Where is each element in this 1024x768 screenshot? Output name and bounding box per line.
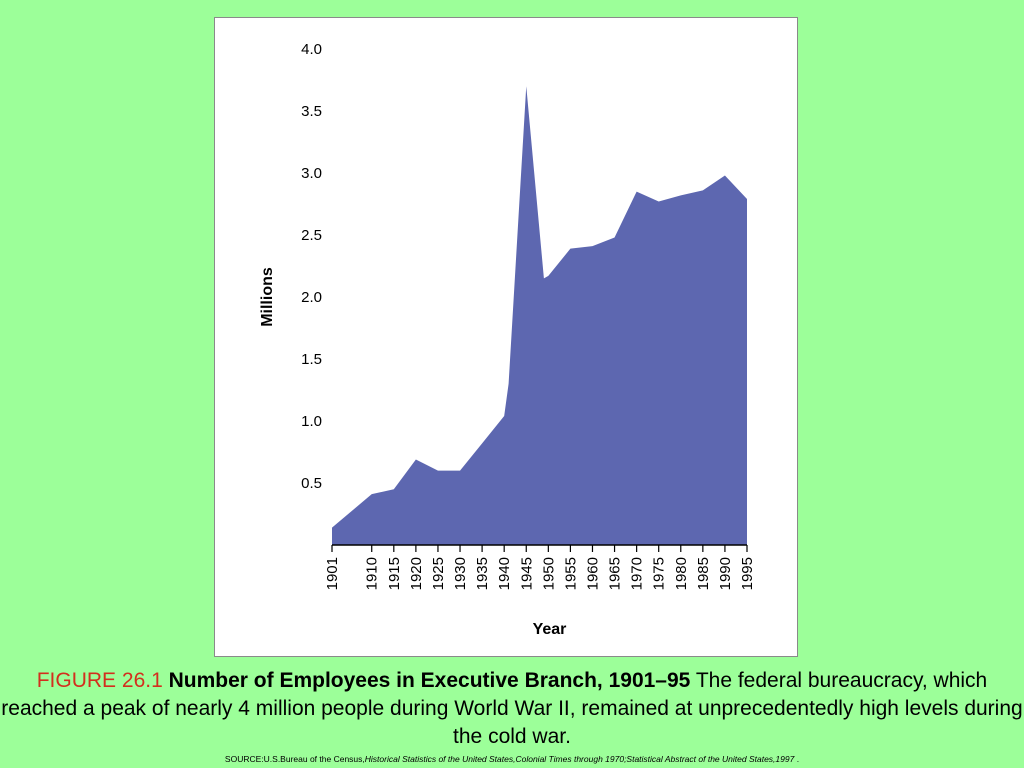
y-tick-label: 3.0 bbox=[301, 165, 322, 182]
area-chart: 0.5 1.0 1.5 2.0 2.5 3.0 3.5 4.0 1901 1910 1915 192… bbox=[259, 41, 756, 638]
x-tick-label: 1910 bbox=[364, 557, 381, 590]
x-tick-label: 1980 bbox=[673, 557, 690, 590]
x-tick-label: 1975 bbox=[651, 557, 668, 590]
x-tick-label: 1945 bbox=[518, 557, 535, 590]
x-tick-label: 1925 bbox=[430, 557, 447, 590]
x-axis-label: Year bbox=[533, 621, 567, 638]
source-suffix: . bbox=[794, 754, 800, 764]
x-tick-label: 1930 bbox=[452, 557, 469, 590]
source-note: SOURCE:U.S.Bureau of the Census,Historic… bbox=[0, 754, 1024, 764]
x-tick-label: 1915 bbox=[386, 557, 403, 590]
y-tick-label: 1.5 bbox=[301, 351, 322, 368]
figure-caption: FIGURE 26.1 Number of Employees in Execu… bbox=[0, 667, 1024, 751]
employees-area bbox=[332, 86, 747, 545]
y-tick-label: 2.5 bbox=[301, 227, 322, 244]
chart-panel: 0.5 1.0 1.5 2.0 2.5 3.0 3.5 4.0 1901 1910 1915 192… bbox=[214, 17, 798, 657]
x-tick-label: 1995 bbox=[739, 557, 756, 590]
x-tick-label: 1935 bbox=[474, 557, 491, 590]
source-prefix: SOURCE:U.S.Bureau of the Census, bbox=[224, 754, 365, 764]
y-tick-label: 1.0 bbox=[301, 413, 322, 430]
y-tick-label: 2.0 bbox=[301, 289, 322, 306]
x-tick-label: 1965 bbox=[607, 557, 624, 590]
x-tick-label: 1940 bbox=[496, 557, 513, 590]
x-tick-label: 1990 bbox=[717, 557, 734, 590]
y-axis-label: Millions bbox=[259, 267, 276, 327]
x-tick-label: 1955 bbox=[562, 557, 579, 590]
x-tick-label: 1985 bbox=[695, 557, 712, 590]
figure-title: Number of Employees in Executive Branch,… bbox=[168, 669, 691, 692]
y-tick-label: 3.5 bbox=[301, 103, 322, 120]
x-tick-label: 1920 bbox=[408, 557, 425, 590]
x-tick-label: 1901 bbox=[324, 557, 341, 590]
figure-description: The federal bureaucracy, which reached a… bbox=[1, 669, 1023, 748]
source-titles: Historical Statistics of the United Stat… bbox=[364, 754, 795, 764]
y-tick-label: 0.5 bbox=[301, 475, 322, 492]
y-tick-label: 4.0 bbox=[301, 41, 322, 58]
x-tick-label: 1960 bbox=[584, 557, 601, 590]
figure-number: FIGURE 26.1 bbox=[36, 669, 163, 692]
x-tick-label: 1970 bbox=[629, 557, 646, 590]
x-tick-label: 1950 bbox=[540, 557, 557, 590]
